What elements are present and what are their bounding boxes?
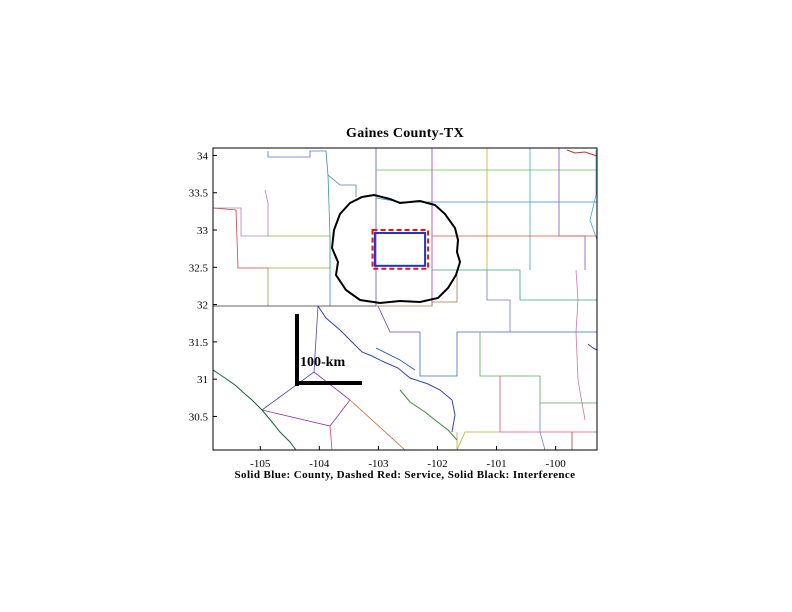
map-title: Gaines County-TX: [346, 126, 464, 141]
y-tick-label: 30.5: [189, 411, 209, 423]
tx-boundary-line: [539, 403, 546, 451]
tx-boundary-line: [575, 269, 586, 421]
tx-boundary-line: [479, 332, 597, 404]
y-axis: 30.5 31 31.5 32 32.5 33 33.5 34: [189, 150, 217, 423]
coverage-contours: [330, 193, 462, 305]
tx-boundary-line: [432, 269, 597, 301]
tx-boundary-line: [375, 347, 416, 371]
x-tick-label: -104: [309, 458, 330, 470]
tx-boundary-line: [499, 376, 597, 433]
y-tick-label: 31: [197, 374, 208, 386]
rio-grande-river: [212, 369, 297, 451]
tx-boundary-line: [349, 399, 406, 451]
nm-boundary-line: [267, 235, 331, 306]
county-boundary-gaines: [373, 232, 427, 267]
x-axis: -105 -104 -103 -102 -101 -100: [250, 446, 566, 470]
x-tick-label: -103: [368, 458, 389, 470]
tx-river-segment: [399, 389, 458, 441]
northeast-river-segment: [566, 149, 598, 157]
y-tick-label: 33.5: [189, 188, 209, 200]
nm-boundary-line: [213, 189, 269, 237]
x-tick-label: -102: [427, 458, 447, 470]
nm-boundary-line: [327, 174, 331, 306]
y-tick-label: 31.5: [189, 337, 209, 349]
y-tick-label: 33: [197, 225, 209, 237]
tx-boundary-line: [261, 371, 351, 427]
y-tick-label: 32: [197, 300, 208, 312]
tx-boundary-line: [377, 305, 420, 333]
tx-boundary-line: [329, 425, 333, 451]
tx-boundary-line: [376, 270, 458, 307]
east-river-segment: [587, 343, 598, 351]
scale-bar-label: 100-km: [300, 355, 345, 370]
river-lines: [212, 149, 598, 451]
service-contour: [371, 229, 430, 270]
tx-boundary-line: [419, 331, 597, 377]
interference-contour: [330, 193, 462, 305]
map-caption: Solid Blue: County, Dashed Red: Service,…: [234, 469, 576, 481]
y-tick-label: 32.5: [189, 262, 209, 274]
x-tick-label: -101: [486, 458, 506, 470]
county-boundaries: [212, 148, 598, 451]
tx-boundary-line: [589, 150, 598, 241]
tx-boundary-line: [486, 270, 511, 332]
nm-boundary-line: [267, 150, 357, 197]
x-tick-label: -100: [546, 458, 567, 470]
scale-bar: 100-km: [295, 314, 362, 386]
tx-boundary-line: [558, 148, 586, 270]
y-tick-label: 34: [197, 150, 209, 162]
nm-boundary-line: [212, 207, 268, 269]
pecos-river: [317, 305, 456, 433]
x-tick-label: -105: [250, 458, 271, 470]
plot-frame: [212, 147, 598, 451]
tx-boundary-line: [456, 431, 500, 451]
